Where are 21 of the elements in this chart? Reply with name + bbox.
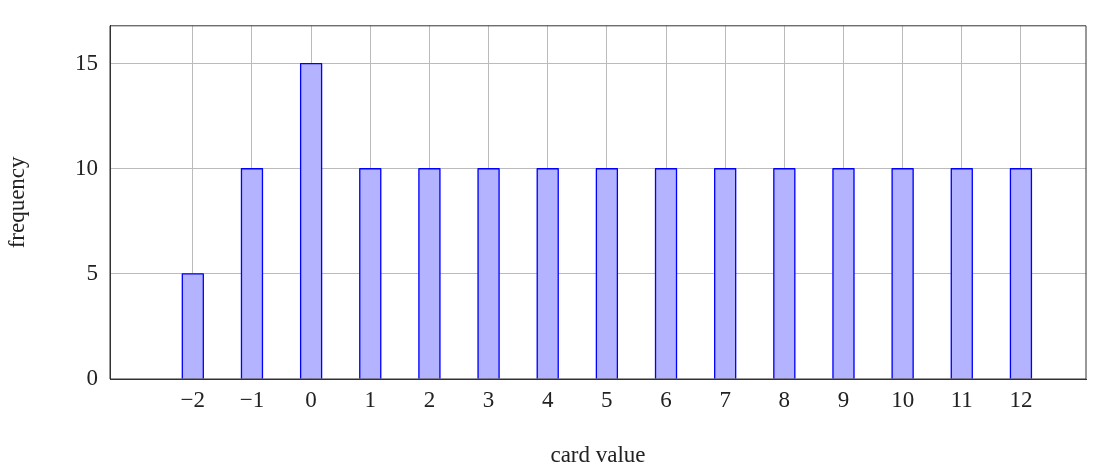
x-tick-label: 11 — [950, 386, 973, 412]
x-tick-label: 4 — [541, 386, 554, 412]
x-tick-label: 2 — [423, 386, 436, 412]
y-axis-title: frequency — [3, 155, 29, 249]
x-tick-label: 1 — [364, 386, 377, 412]
x-tick-label: 5 — [601, 386, 613, 412]
x-tick-label: 7 — [719, 386, 731, 412]
y-tick-label: 15 — [75, 49, 98, 75]
x-tick-label: 8 — [778, 386, 791, 412]
x-tick-label: 3 — [482, 386, 495, 412]
y-tick-label: 5 — [86, 259, 98, 285]
y-tick-label: 0 — [86, 365, 98, 391]
x-tick-label: 12 — [1009, 386, 1033, 412]
x-tick-label: 10 — [891, 386, 915, 412]
x-tick-label: 6 — [660, 386, 672, 412]
x-tick-label: 0 — [305, 386, 317, 412]
x-tick-label: −2 — [180, 386, 206, 412]
x-tick-label: −1 — [239, 386, 265, 412]
x-tick-label: 9 — [837, 386, 850, 412]
y-tick-label: 10 — [75, 154, 98, 180]
x-axis-title: card value — [550, 442, 646, 468]
